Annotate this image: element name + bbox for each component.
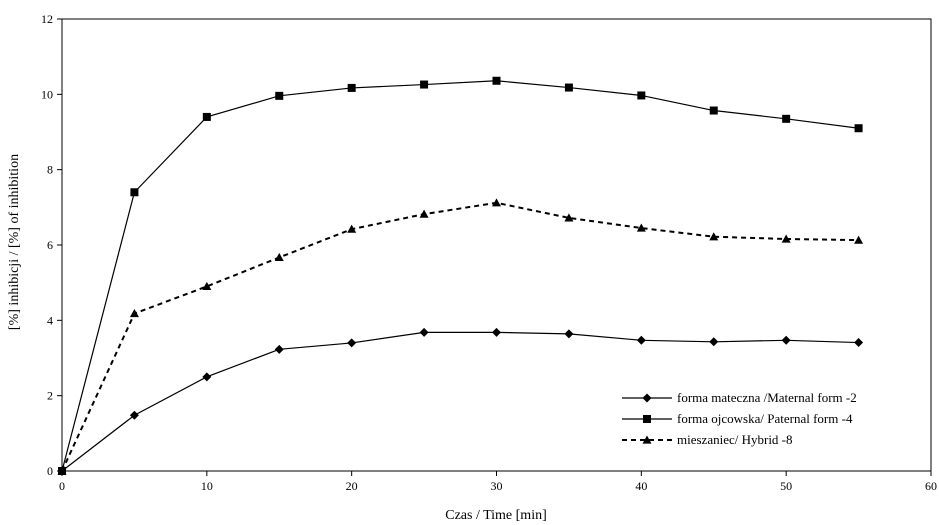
- series-line: [61, 331, 859, 472]
- square-marker: [782, 114, 791, 123]
- square-marker: [854, 124, 863, 133]
- triangle-marker: [642, 435, 652, 444]
- x-tick-label: 50: [780, 479, 792, 493]
- triangle-marker: [347, 224, 357, 233]
- triangle-marker: [854, 235, 864, 244]
- square-marker: [202, 112, 211, 121]
- triangle-marker: [419, 209, 429, 218]
- x-axis-title: Czas / Time [min]: [445, 508, 547, 523]
- y-tick-label: 12: [41, 12, 53, 26]
- square-marker: [637, 91, 646, 100]
- legend-label: forma mateczna /Maternal form -2: [677, 390, 857, 405]
- diamond-marker: [636, 335, 646, 345]
- series-square: [58, 76, 863, 475]
- triangle-marker: [274, 252, 284, 262]
- y-tick-label: 0: [47, 464, 53, 478]
- legend: forma mateczna /Maternal form -2 forma oj…: [622, 390, 857, 447]
- square-marker: [709, 106, 718, 115]
- diamond-marker: [419, 327, 429, 337]
- triangle-marker: [57, 466, 67, 475]
- triangle-marker: [781, 234, 791, 243]
- triangle-marker: [129, 309, 139, 318]
- diamond-marker: [854, 338, 864, 348]
- square-marker: [130, 188, 139, 197]
- series-layer: [57, 76, 864, 476]
- square-marker: [347, 83, 356, 92]
- x-tick-label: 60: [925, 479, 937, 493]
- y-tick-label: 8: [47, 163, 53, 177]
- y-tick-label: 10: [41, 87, 53, 101]
- triangle-marker: [492, 198, 501, 207]
- x-tick-label: 0: [59, 479, 65, 493]
- legend-label: mieszaniec/ Hybrid -8: [677, 432, 793, 447]
- diamond-marker: [781, 335, 791, 345]
- triangle-marker: [636, 223, 646, 232]
- square-marker: [420, 80, 429, 89]
- diamond-marker: [347, 338, 357, 348]
- y-axis: 0 2 4 6 8 10 12: [41, 12, 62, 478]
- diamond-marker: [202, 372, 212, 382]
- square-marker: [564, 83, 573, 92]
- x-tick-label: 20: [346, 479, 358, 493]
- triangle-marker: [202, 281, 212, 291]
- y-tick-label: 4: [47, 313, 53, 327]
- y-tick-label: 6: [47, 238, 53, 252]
- series-line: [61, 80, 859, 472]
- x-tick-label: 30: [491, 479, 503, 493]
- triangle-marker: [709, 232, 719, 241]
- x-tick-label: 10: [201, 479, 213, 493]
- square-marker: [275, 91, 284, 100]
- y-axis-title: [%] inhibicji / [%] of inhibition: [7, 154, 22, 330]
- y-tick-label: 2: [47, 389, 53, 403]
- diamond-marker: [709, 337, 719, 347]
- diamond-marker: [274, 344, 284, 354]
- diamond-marker: [492, 327, 501, 337]
- diamond-marker: [642, 393, 652, 403]
- diamond-marker: [564, 329, 574, 339]
- triangle-marker: [564, 213, 574, 222]
- series-line: [61, 201, 859, 472]
- legend-label: forma ojcowska/ Paternal form -4: [677, 411, 853, 426]
- x-axis: 0 10 20 30 40 50 60: [59, 471, 937, 493]
- x-tick-label: 40: [635, 479, 647, 493]
- diamond-marker: [129, 410, 139, 420]
- series-triangle: [57, 198, 864, 475]
- square-marker: [492, 76, 501, 85]
- square-marker: [643, 415, 651, 423]
